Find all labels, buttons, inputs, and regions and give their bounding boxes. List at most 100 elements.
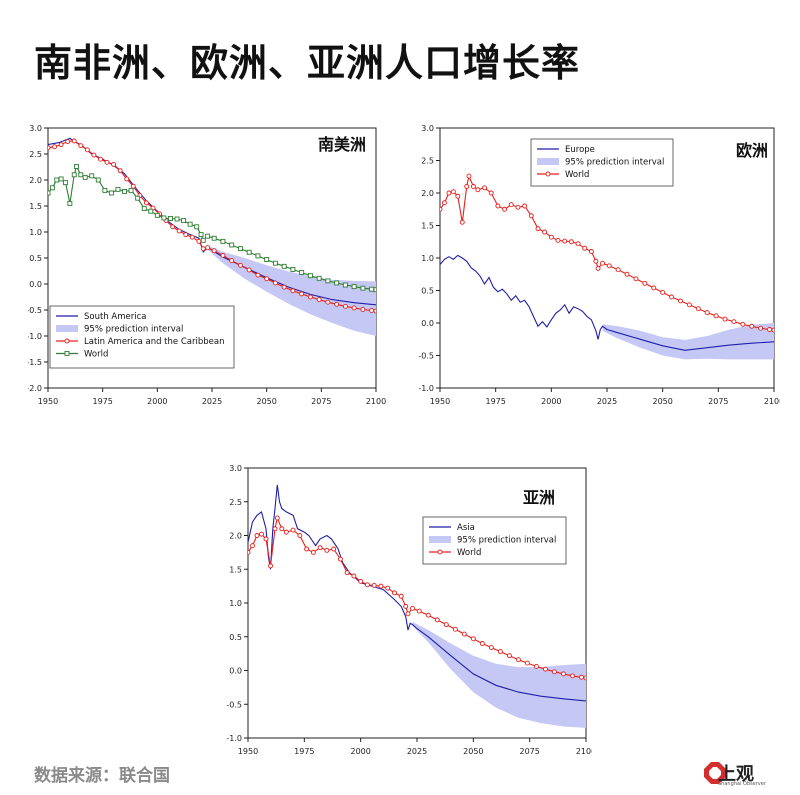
legend-swatch-marker (64, 338, 70, 344)
y-tick-label: 1.0 (421, 254, 434, 263)
world-marker (95, 177, 101, 183)
world-marker (488, 190, 494, 196)
world-marker (325, 278, 331, 284)
world-marker (264, 257, 270, 263)
world-marker (317, 545, 323, 551)
legend-label: South America (84, 312, 146, 322)
x-tick-label: 2100 (764, 397, 780, 406)
y-tick-label: 2.5 (229, 498, 242, 507)
page-title: 南非洲、欧洲、亚洲人口增长率 (34, 41, 581, 85)
world-marker (464, 184, 470, 189)
world-marker (570, 673, 575, 679)
y-tick-label: 1.5 (229, 565, 242, 574)
legend-label: World (565, 170, 589, 180)
legend-label: 95% prediction interval (457, 536, 556, 546)
world-marker (194, 224, 200, 230)
world-marker (344, 570, 350, 576)
world-marker (479, 641, 485, 646)
x-tick-label: 1975 (92, 397, 112, 406)
legend-label: 95% prediction interval (565, 158, 664, 168)
latin-america-and-the-caribbean-marker (229, 258, 235, 264)
latin-america-and-the-caribbean-marker (220, 252, 226, 258)
world-marker (502, 206, 508, 212)
world-marker (515, 204, 521, 210)
world-marker (442, 200, 447, 206)
world-marker (135, 195, 141, 201)
world-marker (403, 603, 409, 609)
y-tick-label: 3.0 (29, 124, 42, 133)
x-tick-label: 2000 (350, 747, 370, 756)
world-marker (495, 203, 501, 209)
latin-america-and-the-caribbean-marker (183, 232, 189, 238)
legend-swatch-marker (64, 351, 70, 356)
world-marker (660, 289, 666, 295)
world-marker (385, 585, 391, 591)
world-marker (371, 582, 377, 588)
world-marker (122, 188, 127, 194)
world-marker (542, 666, 548, 672)
x-tick-label: 2075 (708, 397, 728, 406)
legend-label: World (457, 548, 481, 558)
world-marker (304, 546, 310, 552)
world-marker (115, 186, 121, 192)
y-tick-label: 2.0 (229, 532, 242, 541)
latin-america-and-the-caribbean-marker (316, 297, 322, 303)
world-marker (416, 608, 422, 614)
world-marker (450, 189, 456, 195)
world-marker (535, 226, 541, 232)
world-marker (771, 327, 774, 333)
y-tick-label: 0.0 (29, 280, 42, 289)
world-marker (161, 215, 167, 221)
world-marker (600, 260, 605, 266)
world-marker (533, 663, 539, 669)
world-marker (593, 258, 599, 264)
world-marker (255, 253, 261, 259)
world-marker (360, 285, 366, 291)
y-tick-label: 0.0 (421, 319, 434, 328)
latin-america-and-the-caribbean-marker (211, 248, 217, 254)
world-marker (528, 213, 534, 219)
world-marker (154, 212, 160, 218)
y-tick-label: 0.5 (421, 287, 434, 296)
y-tick-label: 1.0 (229, 599, 242, 608)
y-tick-label: 1.0 (29, 228, 42, 237)
latin-america-and-the-caribbean-marker (98, 156, 103, 162)
world-marker (452, 626, 458, 632)
y-tick-label: 0.0 (229, 667, 242, 676)
latin-america-and-the-caribbean-marker (104, 159, 110, 165)
world-marker (254, 533, 260, 538)
world-marker (443, 622, 449, 628)
world-marker (58, 176, 64, 182)
world-marker (272, 526, 278, 532)
world-marker (398, 593, 404, 599)
shanghai-observer-logo-icon (704, 762, 726, 784)
x-tick-label: 2050 (256, 397, 276, 406)
world-marker (331, 546, 337, 552)
world-marker (575, 241, 581, 247)
world-marker (297, 533, 303, 538)
world-marker (568, 239, 574, 245)
world-marker (324, 547, 330, 553)
legend-label: Europe (565, 145, 595, 155)
world-marker (102, 187, 108, 193)
x-tick-label: 2075 (519, 747, 539, 756)
world-marker (678, 298, 683, 304)
latin-america-and-the-caribbean-marker (78, 143, 84, 149)
world-marker (49, 185, 55, 191)
latin-america-and-the-caribbean-marker (373, 308, 376, 314)
legend-box (49, 305, 235, 369)
world-marker (669, 294, 675, 300)
world-marker (548, 234, 554, 240)
y-tick-label: -1.0 (28, 332, 42, 341)
world-marker (141, 206, 147, 212)
panel-title: 南美洲 (318, 135, 366, 154)
world-marker (283, 529, 289, 535)
world-marker (624, 271, 630, 277)
source-note: 数据来源：联合国 (34, 766, 170, 786)
latin-america-and-the-caribbean-marker (281, 284, 287, 290)
x-tick-label: 2050 (463, 747, 483, 756)
latin-america-and-the-caribbean-marker (342, 303, 348, 309)
logo-text: 上观 (718, 764, 754, 785)
latin-america-and-the-caribbean-marker (299, 291, 305, 297)
world-marker (579, 674, 584, 680)
